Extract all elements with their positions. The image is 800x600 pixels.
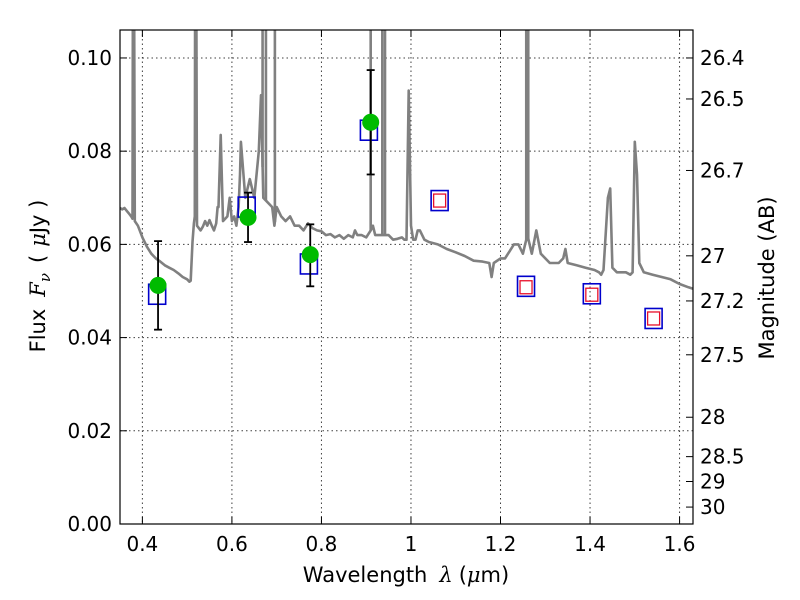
y-tick-label: 0.08 xyxy=(67,139,112,163)
x-axis-label: Wavelength λ (μm) xyxy=(303,563,509,587)
x-tick-label: 0.8 xyxy=(306,532,338,556)
y2-tick-label: 26.7 xyxy=(700,158,745,182)
y2-tick-label: 30 xyxy=(700,495,725,519)
spectrum-line xyxy=(120,30,693,290)
observed-flux-point xyxy=(149,276,167,294)
x-tick-label: 1 xyxy=(405,532,418,556)
y2-tick-label: 28.5 xyxy=(700,445,745,469)
axis-tick-labels: 0.4 0.6 0.8 1 1.2 1.4 1.6 0.00 0.02 0.04 0.06 0.08 0… xyxy=(67,46,744,556)
x-tick-label: 0.6 xyxy=(216,532,248,556)
model-photometry-marker xyxy=(516,275,536,298)
y-axis-label: FluxFν(μJy ) xyxy=(26,200,54,353)
y2-axis-label: Magnitude (AB) xyxy=(755,196,779,359)
y2-tick-label: 27.5 xyxy=(700,343,745,367)
y-tick-label: 0.00 xyxy=(67,512,112,536)
plot-area xyxy=(120,30,693,331)
x-tick-label: 1.6 xyxy=(664,532,696,556)
predicted-marker xyxy=(646,311,661,326)
y2-tick-label: 26.4 xyxy=(700,46,745,70)
x-tick-label: 0.4 xyxy=(126,532,158,556)
y2-tick-label: 28 xyxy=(700,405,725,429)
x-tick-label: 1.4 xyxy=(574,532,606,556)
y2-tick-label: 29 xyxy=(700,469,725,493)
predicted-marker xyxy=(519,280,533,295)
x-tick-label: 1.2 xyxy=(485,532,517,556)
model-photometry-marker xyxy=(644,307,663,330)
model-photometry-marker xyxy=(430,189,449,212)
observed-flux-point xyxy=(362,113,380,131)
model-photometry-marker xyxy=(582,282,602,305)
y-tick-label: 0.10 xyxy=(67,46,112,70)
observed-flux-point xyxy=(239,208,257,226)
y2-tick-label: 26.5 xyxy=(700,87,745,111)
y-tick-label: 0.04 xyxy=(67,326,112,350)
y-tick-label: 0.02 xyxy=(67,419,112,443)
y-tick-label: 0.06 xyxy=(67,232,112,256)
predicted-marker xyxy=(585,287,599,302)
grid-lines xyxy=(120,30,693,524)
observed-flux-point xyxy=(301,246,319,264)
predicted-marker xyxy=(432,193,447,208)
axis-ticks xyxy=(120,30,693,525)
plot-frame xyxy=(119,29,694,525)
y2-tick-label: 27 xyxy=(700,244,725,268)
y2-tick-label: 27.2 xyxy=(700,289,745,313)
